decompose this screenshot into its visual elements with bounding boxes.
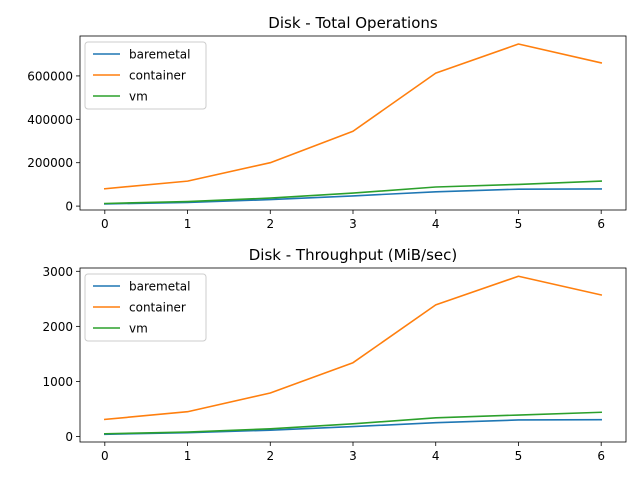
x-tick-label: 0 <box>101 217 109 231</box>
x-tick-label: 3 <box>349 217 357 231</box>
y-tick-label: 0 <box>65 200 73 214</box>
x-tick-label: 5 <box>515 217 523 231</box>
x-tick-label: 2 <box>266 217 274 231</box>
legend: baremetal container vm <box>84 41 207 110</box>
legend-label: baremetal <box>129 280 191 294</box>
series-line-container <box>103 43 603 190</box>
x-tick-label: 6 <box>597 217 605 231</box>
legend-label: vm <box>129 90 148 104</box>
x-tick-label: 5 <box>515 449 523 463</box>
legend-box <box>84 41 207 110</box>
chart-title: Disk - Throughput (MiB/sec) <box>249 246 458 264</box>
x-tick-label: 0 <box>101 449 109 463</box>
y-tick-label: 200000 <box>27 156 73 170</box>
legend-label: vm <box>129 322 148 336</box>
chart-throughput: Disk - Throughput (MiB/sec) 0 1 2 3 4 5 6 0 1000 2… <box>42 246 627 463</box>
x-tick-label: 1 <box>184 217 192 231</box>
chart-total-operations: Disk - Total Operations 0 1 2 3 4 5 6 0 200000 400… <box>27 14 627 231</box>
series-line-container <box>103 275 603 421</box>
x-tick-label: 4 <box>432 217 440 231</box>
y-tick-label: 0 <box>65 430 73 444</box>
y-tick-label: 600000 <box>27 69 73 83</box>
x-tick-label: 4 <box>432 449 440 463</box>
legend: baremetal container vm <box>84 273 207 342</box>
x-tick-label: 2 <box>266 449 274 463</box>
series-line-vm <box>104 180 603 205</box>
y-tick-label: 2000 <box>42 320 73 334</box>
y-tick-label: 3000 <box>42 265 73 279</box>
x-tick-label: 6 <box>597 449 605 463</box>
legend-label: container <box>129 301 186 315</box>
legend-label: baremetal <box>129 48 191 62</box>
y-tick-label: 400000 <box>27 113 73 127</box>
series-line-baremetal <box>104 188 602 205</box>
legend-box <box>84 273 207 342</box>
x-tick-label: 1 <box>184 449 192 463</box>
x-tick-label: 3 <box>349 449 357 463</box>
series-line-vm <box>104 411 603 435</box>
y-tick-label: 1000 <box>42 375 73 389</box>
legend-label: container <box>129 69 186 83</box>
chart-title: Disk - Total Operations <box>268 14 438 32</box>
